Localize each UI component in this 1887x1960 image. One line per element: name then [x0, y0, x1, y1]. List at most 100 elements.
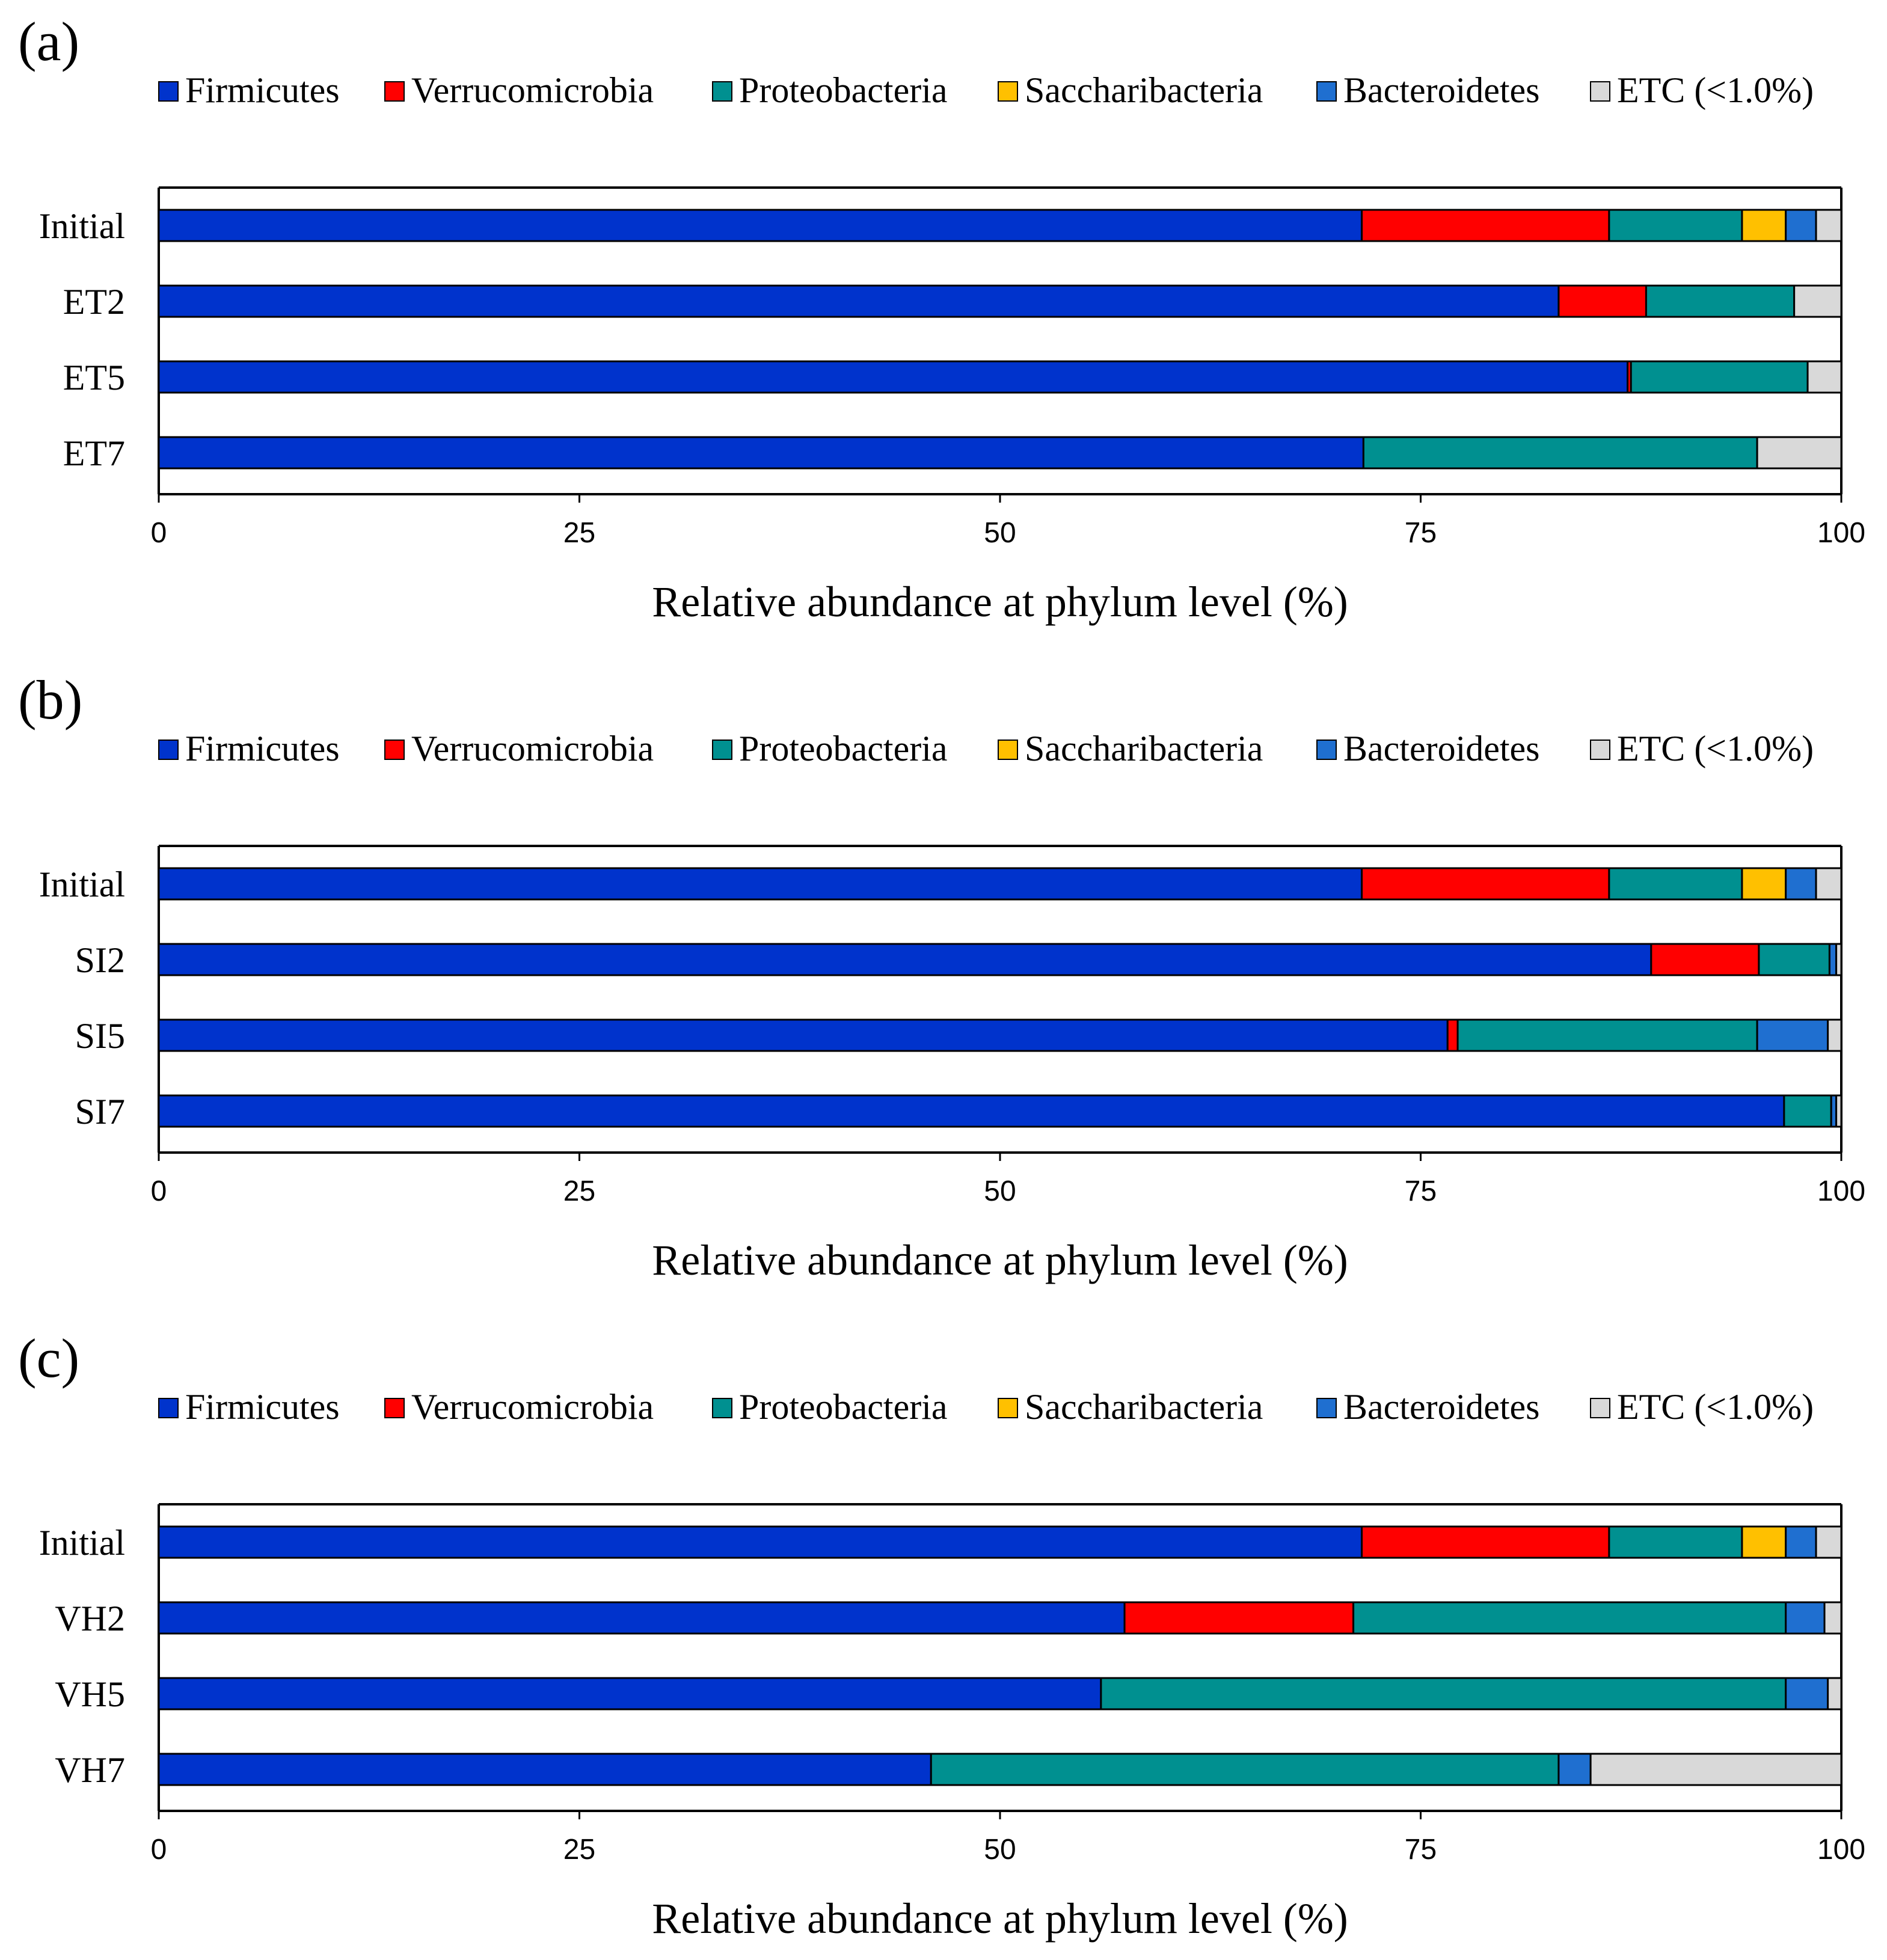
bar-segment-vh5-etc-1-0 — [1827, 1677, 1843, 1710]
y-category-label: SI7 — [75, 1092, 125, 1132]
x-tick-label: 100 — [1817, 517, 1865, 549]
legend-swatch-etc-1-0 — [1590, 1398, 1610, 1418]
legend-swatch-bacteroidetes — [1316, 1398, 1337, 1418]
bar-segment-initial-firmicutes — [158, 867, 1363, 901]
bar-segment-si5-firmicutes — [158, 1018, 1449, 1052]
bar-segment-initial-proteobacteria — [1608, 867, 1743, 901]
legend-label-firmicutes: Firmicutes — [185, 729, 340, 768]
legend-swatch-saccharibacteria — [998, 1398, 1018, 1418]
bar-segment-vh2-firmicutes — [158, 1601, 1126, 1635]
y-category-label: VH7 — [55, 1750, 125, 1790]
bar-segment-vh5-bacteroidetes — [1785, 1677, 1829, 1710]
legend-label-verrucomicrobia: Verrucomicrobia — [411, 729, 654, 768]
bar-segment-et2-verrucomicrobia — [1557, 284, 1647, 318]
legend-swatch-etc-1-0 — [1590, 81, 1610, 102]
y-category-label: VH2 — [55, 1599, 125, 1638]
bar-segment-et7-firmicutes — [158, 436, 1364, 470]
x-tick-label: 100 — [1817, 1834, 1865, 1866]
bar-segment-vh2-etc-1-0 — [1823, 1601, 1843, 1635]
legend-label-bacteroidetes: Bacteroidetes — [1343, 1387, 1540, 1427]
legend-label-firmicutes: Firmicutes — [185, 70, 340, 110]
bar-segment-initial-firmicutes — [158, 209, 1363, 242]
bar-segment-et2-firmicutes — [158, 284, 1560, 318]
legend-swatch-saccharibacteria — [998, 81, 1018, 102]
legend-swatch-firmicutes — [158, 740, 179, 760]
legend-label-proteobacteria: Proteobacteria — [739, 729, 948, 768]
legend-label-bacteroidetes: Bacteroidetes — [1343, 70, 1540, 110]
legend-label-proteobacteria: Proteobacteria — [739, 1387, 948, 1427]
legend-swatch-bacteroidetes — [1316, 740, 1337, 760]
bar-segment-initial-etc-1-0 — [1815, 1525, 1843, 1559]
legend-swatch-etc-1-0 — [1590, 740, 1610, 760]
legend-label-verrucomicrobia: Verrucomicrobia — [411, 1387, 654, 1427]
bar-segment-initial-bacteroidetes — [1785, 867, 1817, 901]
x-tick-label: 75 — [1405, 517, 1437, 549]
bar-segment-et5-firmicutes — [158, 360, 1629, 394]
bar-segment-vh5-proteobacteria — [1100, 1677, 1787, 1710]
legend-swatch-saccharibacteria — [998, 740, 1018, 760]
legend-swatch-firmicutes — [158, 1398, 179, 1418]
legend-label-saccharibacteria: Saccharibacteria — [1025, 1387, 1263, 1427]
bar-segment-et2-etc-1-0 — [1793, 284, 1843, 318]
panel-label: (c) — [18, 1328, 79, 1389]
y-category-label: ET7 — [63, 433, 125, 473]
bar-segment-si7-firmicutes — [158, 1094, 1785, 1128]
x-tick-label: 0 — [151, 1834, 167, 1866]
bar-segment-initial-verrucomicrobia — [1361, 209, 1610, 242]
y-category-label: SI5 — [75, 1016, 125, 1056]
y-category-label: ET2 — [63, 282, 125, 322]
x-tick-label: 0 — [151, 517, 167, 549]
y-category-label: ET5 — [63, 358, 125, 397]
bar-segment-initial-proteobacteria — [1608, 1525, 1743, 1559]
legend-swatch-verrucomicrobia — [384, 1398, 405, 1418]
bar-segment-initial-saccharibacteria — [1741, 1525, 1787, 1559]
bar-segment-vh7-etc-1-0 — [1589, 1753, 1843, 1786]
legend-swatch-verrucomicrobia — [384, 81, 405, 102]
legend-swatch-proteobacteria — [712, 81, 732, 102]
legend-label-bacteroidetes: Bacteroidetes — [1343, 729, 1540, 768]
bar-segment-initial-verrucomicrobia — [1361, 867, 1610, 901]
legend-swatch-bacteroidetes — [1316, 81, 1337, 102]
bar-segment-si5-proteobacteria — [1456, 1018, 1758, 1052]
bar-segment-si2-firmicutes — [158, 943, 1652, 976]
x-tick-label: 50 — [984, 517, 1016, 549]
legend-swatch-verrucomicrobia — [384, 740, 405, 760]
legend-label-etc-1-0: ETC (<1.0%) — [1617, 70, 1814, 110]
y-category-label: Initial — [39, 206, 125, 246]
legend-label-firmicutes: Firmicutes — [185, 1387, 340, 1427]
bar-segment-initial-proteobacteria — [1608, 209, 1743, 242]
x-tick-label: 25 — [563, 517, 595, 549]
bar-segment-et5-etc-1-0 — [1806, 360, 1843, 394]
legend-swatch-firmicutes — [158, 81, 179, 102]
bar-segment-si7-proteobacteria — [1783, 1094, 1832, 1128]
bar-segment-initial-bacteroidetes — [1785, 209, 1817, 242]
y-category-label: Initial — [39, 865, 125, 904]
x-tick-label: 75 — [1405, 1175, 1437, 1207]
bar-segment-vh7-bacteroidetes — [1557, 1753, 1592, 1786]
bar-segment-si5-etc-1-0 — [1827, 1018, 1843, 1052]
bar-segment-vh5-firmicutes — [158, 1677, 1102, 1710]
bar-segment-si2-etc-1-0 — [1835, 943, 1843, 976]
bar-segment-initial-saccharibacteria — [1741, 867, 1787, 901]
legend-swatch-proteobacteria — [712, 1398, 732, 1418]
legend-label-saccharibacteria: Saccharibacteria — [1025, 70, 1263, 110]
bar-segment-vh7-proteobacteria — [930, 1753, 1560, 1786]
bar-segment-et7-proteobacteria — [1362, 436, 1758, 470]
bar-segment-vh7-firmicutes — [158, 1753, 932, 1786]
y-category-label: Initial — [39, 1523, 125, 1563]
bar-segment-initial-etc-1-0 — [1815, 867, 1843, 901]
y-category-label: VH5 — [55, 1674, 125, 1714]
bar-segment-si2-verrucomicrobia — [1650, 943, 1760, 976]
panel-label: (b) — [18, 669, 82, 730]
x-axis-title: Relative abundance at phylum level (%) — [652, 578, 1348, 626]
legend-label-verrucomicrobia: Verrucomicrobia — [411, 70, 654, 110]
x-tick-label: 25 — [563, 1175, 595, 1207]
panel-label: (a) — [18, 11, 79, 72]
legend-swatch-proteobacteria — [712, 740, 732, 760]
bar-segment-vh2-bacteroidetes — [1785, 1601, 1826, 1635]
bar-segment-si2-bacteroidetes — [1828, 943, 1838, 976]
x-tick-label: 25 — [563, 1834, 595, 1866]
legend-label-etc-1-0: ETC (<1.0%) — [1617, 1387, 1814, 1427]
x-tick-label: 0 — [151, 1175, 167, 1207]
